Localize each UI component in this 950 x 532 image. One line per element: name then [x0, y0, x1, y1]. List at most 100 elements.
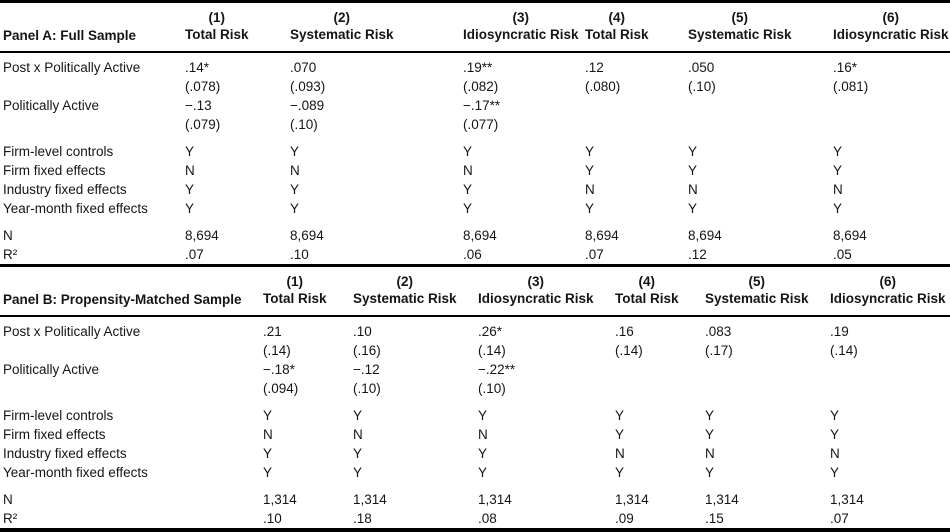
cell-value: N [478, 427, 488, 442]
cell-value: Y [263, 446, 273, 461]
cell-value: .083 [705, 324, 732, 339]
cell-value: −.17** [463, 98, 501, 113]
cell-value: .10 [290, 247, 309, 262]
column-number: (4) [638, 274, 656, 289]
cell-value: .19 [830, 324, 849, 339]
cell-value: .050 [688, 60, 715, 75]
panel-title: Panel A: Full Sample [0, 1, 185, 53]
cell-value: .16* [833, 60, 858, 75]
cell-value: −.22** [478, 362, 516, 377]
panel-title: Panel B: Propensity-Matched Sample [0, 267, 263, 317]
cell-value: (.14) [830, 343, 858, 358]
column-label: Idiosyncratic Risk [833, 27, 949, 42]
column-label: Idiosyncratic Risk [463, 27, 579, 42]
cell-value: N [185, 163, 195, 178]
cell-value: (.077) [463, 117, 499, 132]
cell-value: Y [688, 201, 698, 216]
table-row: N 1,314 1,314 1,314 1,314 1,314 1,314 [0, 482, 950, 509]
column-number: (1) [286, 274, 304, 289]
row-label: Industry fixed effects [3, 446, 127, 461]
cell-value: (.14) [263, 343, 291, 358]
cell-value: .08 [478, 511, 497, 526]
column-header: (6) Idiosyncratic Risk [830, 267, 950, 317]
cell-value: Y [615, 408, 625, 423]
table-row: Post x Politically Active .21 .10 .26* .16 .0… [0, 316, 950, 341]
cell-value: .12 [585, 60, 604, 75]
cell-value: .07 [830, 511, 849, 526]
cell-value: (.079) [185, 117, 221, 132]
cell-value: (.080) [585, 79, 621, 94]
column-label: Idiosyncratic Risk [478, 291, 594, 306]
table-row: R² .10 .18 .08 .09 .15 .07 [0, 509, 950, 530]
column-label: Total Risk [263, 291, 327, 306]
cell-value: (.10) [290, 117, 318, 132]
cell-value: N [263, 427, 273, 442]
cell-value: 8,694 [185, 228, 219, 243]
column-number: (5) [748, 274, 766, 289]
cell-value [830, 360, 950, 379]
column-number: (5) [731, 10, 749, 25]
cell-value: (.10) [688, 79, 716, 94]
cell-value: Y [833, 163, 843, 178]
cell-value: 1,314 [263, 492, 297, 507]
cell-value: Y [290, 201, 300, 216]
cell-value: Y [463, 182, 473, 197]
cell-value: 8,694 [463, 228, 497, 243]
cell-value: Y [705, 408, 715, 423]
column-label: Systematic Risk [688, 27, 792, 42]
column-number: (3) [512, 10, 530, 25]
cell-value [688, 96, 833, 115]
cell-value: 1,314 [705, 492, 739, 507]
cell-value: N [353, 427, 363, 442]
cell-value: N [833, 182, 843, 197]
cell-value [615, 379, 705, 398]
cell-value: N [830, 446, 840, 461]
cell-value: .05 [833, 247, 852, 262]
cell-value: 1,314 [478, 492, 512, 507]
row-label: N [3, 492, 13, 507]
cell-value: −.12 [353, 362, 380, 377]
row-label: Industry fixed effects [3, 182, 127, 197]
column-label: Systematic Risk [290, 27, 394, 42]
column-header: (2) Systematic Risk [353, 267, 478, 317]
row-label [0, 341, 263, 360]
table-row: Year-month fixed effects Y Y Y Y Y Y [0, 463, 950, 482]
cell-value: Y [353, 408, 363, 423]
column-header: (4) Total Risk [615, 267, 705, 317]
cell-value: .06 [463, 247, 482, 262]
cell-value: .19** [463, 60, 493, 75]
cell-value: Y [833, 144, 843, 159]
cell-value: Y [185, 201, 195, 216]
table-row: N 8,694 8,694 8,694 8,694 8,694 8,694 [0, 218, 950, 245]
cell-value: Y [478, 446, 488, 461]
cell-value [615, 360, 705, 379]
cell-value: 8,694 [585, 228, 619, 243]
panel-b-body: Post x Politically Active .21 .10 .26* .16 .0… [0, 316, 950, 530]
cell-value: N [615, 446, 625, 461]
column-header: (5) Systematic Risk [705, 267, 830, 317]
cell-value: Y [463, 144, 473, 159]
cell-value: Y [830, 408, 840, 423]
cell-value: Y [290, 144, 300, 159]
cell-value [688, 115, 833, 134]
column-header: (4) Total Risk [585, 1, 688, 53]
cell-value: .07 [585, 247, 604, 262]
row-label: Firm fixed effects [3, 427, 106, 442]
cell-value: Y [463, 201, 473, 216]
cell-value: Y [478, 465, 488, 480]
cell-value: (.14) [478, 343, 506, 358]
column-number: (2) [333, 10, 351, 25]
column-label: Systematic Risk [705, 291, 809, 306]
table-row: Industry fixed effects Y Y Y N N N [0, 180, 950, 199]
cell-value: .12 [688, 247, 707, 262]
cell-value: (.17) [705, 343, 733, 358]
table-row: Firm-level controls Y Y Y Y Y Y [0, 134, 950, 161]
column-header: (5) Systematic Risk [688, 1, 833, 53]
cell-value: Y [478, 408, 488, 423]
cell-value: (.16) [353, 343, 381, 358]
row-label: Post x Politically Active [3, 324, 141, 339]
cell-value: .14* [185, 60, 210, 75]
cell-value: Y [263, 408, 273, 423]
cell-value: 8,694 [688, 228, 722, 243]
